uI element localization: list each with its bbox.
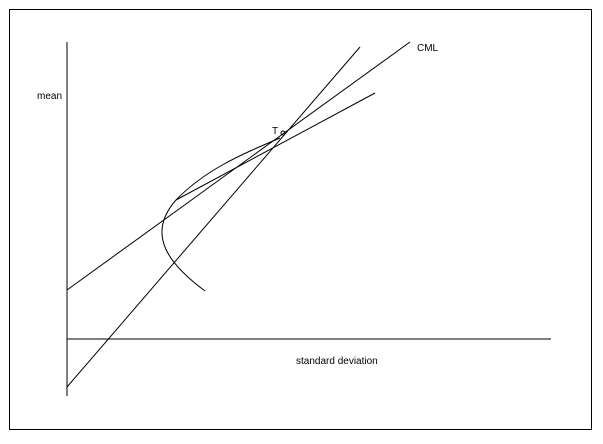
diagram-frame [9,9,592,430]
cml-label: CML [417,43,439,54]
steep-line [66,46,361,388]
efficient-frontier-curve [161,137,281,292]
x-axis-label: standard deviation [296,356,378,367]
tangency-point-marker [280,130,286,136]
y-axis-label: mean [37,91,62,102]
tangency-point-label: T [272,126,278,137]
tangent-line [175,92,376,201]
